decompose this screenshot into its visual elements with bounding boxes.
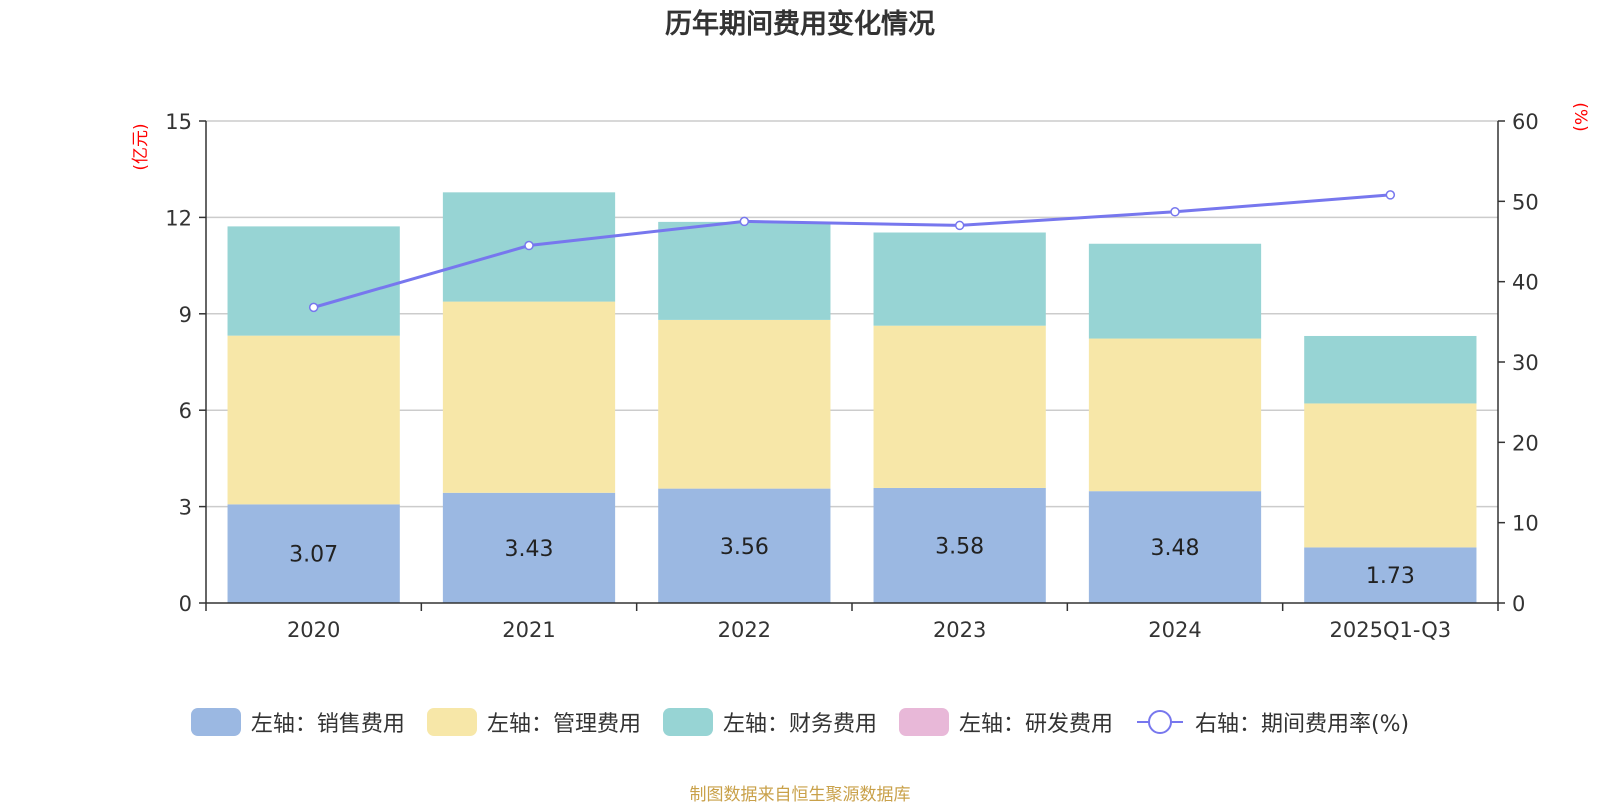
bar-segment [1304, 335, 1477, 404]
legend-swatch [662, 708, 713, 736]
legend-label: 左轴：研发费用 [958, 712, 1113, 737]
left-axis-tick-label: 12 [165, 206, 192, 230]
rate-line [313, 193, 1391, 309]
right-axis-tick-label: 30 [1512, 351, 1539, 375]
legend-label: 左轴：销售费用 [250, 712, 405, 737]
bar-data-label: 3.07 [289, 543, 338, 568]
bar-segment [873, 487, 1046, 603]
bar-segment [227, 335, 400, 505]
grid-lines [206, 120, 1498, 508]
legend-line-marker [1147, 710, 1172, 734]
legend-swatch [898, 708, 949, 736]
bar-segment [227, 226, 400, 336]
legend-swatch [190, 708, 241, 736]
rate-line-series [308, 190, 1396, 313]
bar-data-label: 3.48 [1151, 536, 1200, 561]
legend-swatch [426, 708, 477, 736]
right-axis-tick-label: 0 [1512, 592, 1525, 616]
right-axis-tick-label: 20 [1512, 431, 1539, 455]
x-axis-category-label: 2021 [502, 618, 555, 642]
legend-item[interactable]: 左轴：财务费用 [662, 706, 877, 738]
bars: 3.07 3.43 3.56 3.58 3.48 1.73 [227, 192, 1477, 603]
bar-data-label: 3.58 [935, 534, 984, 559]
left-axis-tick-label: 15 [165, 110, 192, 134]
left-axis-tick-label: 6 [179, 399, 192, 423]
rate-line-point [308, 302, 319, 313]
legend-item[interactable]: 右轴：期间费用率(%) [1135, 706, 1409, 738]
rate-line-point [1170, 207, 1180, 217]
bar-segment [658, 488, 831, 603]
bar-segment [873, 325, 1046, 488]
bar-segment [227, 504, 400, 603]
bar-segment [442, 492, 616, 603]
legend: 左轴：销售费用 左轴：管理费用 左轴：财务费用 左轴：研发费用 右轴：期间费用率(%) [0, 700, 1600, 744]
bar-segment [658, 221, 831, 320]
left-axis-tick-label: 9 [179, 303, 192, 327]
x-axis-category-label: 2022 [718, 618, 771, 642]
x-axis-category-label: 2020 [287, 618, 340, 642]
legend-label: 左轴：财务费用 [722, 712, 877, 737]
right-axis-tick-label: 50 [1512, 190, 1539, 214]
legend-item[interactable]: 左轴：管理费用 [426, 706, 641, 738]
left-axis-unit: (亿元) [131, 123, 151, 170]
x-axis-category-label: 2023 [933, 618, 986, 642]
bar-segment [873, 232, 1046, 326]
bar-segment [1304, 547, 1477, 603]
bar-segment [1088, 491, 1262, 603]
legend-line-swatch [1136, 710, 1183, 734]
legend-item[interactable]: 左轴：销售费用 [190, 706, 405, 738]
right-axis-tick-label: 60 [1512, 110, 1539, 134]
bar-segment [1088, 338, 1262, 492]
x-axis-category-label: 2025Q1-Q3 [1330, 618, 1452, 642]
legend-label: 右轴：期间费用率(%) [1194, 712, 1410, 737]
rate-line-point [739, 216, 750, 227]
bar-segment [442, 301, 616, 493]
x-axis-category-label: 2024 [1148, 618, 1201, 642]
legend-label: 左轴：管理费用 [486, 712, 641, 737]
data-source-footer: 制图数据来自恒生聚源数据库 [689, 785, 911, 805]
bar-data-label: 1.73 [1366, 564, 1415, 589]
right-axis-unit: (%) [1570, 102, 1590, 131]
rate-line-point [1385, 190, 1396, 200]
chart-title: 历年期间费用变化情况 [665, 8, 935, 40]
bar-data-label: 3.43 [505, 537, 554, 562]
legend-item[interactable]: 左轴：研发费用 [898, 706, 1113, 738]
rate-line-point [954, 220, 965, 231]
left-axis-tick-label: 0 [179, 592, 192, 616]
rate-line-point [524, 240, 534, 251]
right-axis-tick-label: 40 [1512, 271, 1539, 295]
bar-segment [658, 319, 831, 489]
bar-segment [1088, 243, 1262, 339]
axes: 0 3 6 9 12 15 0 10 20 30 40 50 60 2020 2021 2022 2023 202… [165, 110, 1538, 642]
bar-segment [1304, 403, 1477, 548]
left-axis-tick-label: 3 [179, 496, 192, 520]
right-axis-tick-label: 10 [1512, 512, 1539, 536]
bar-data-label: 3.56 [720, 535, 769, 560]
